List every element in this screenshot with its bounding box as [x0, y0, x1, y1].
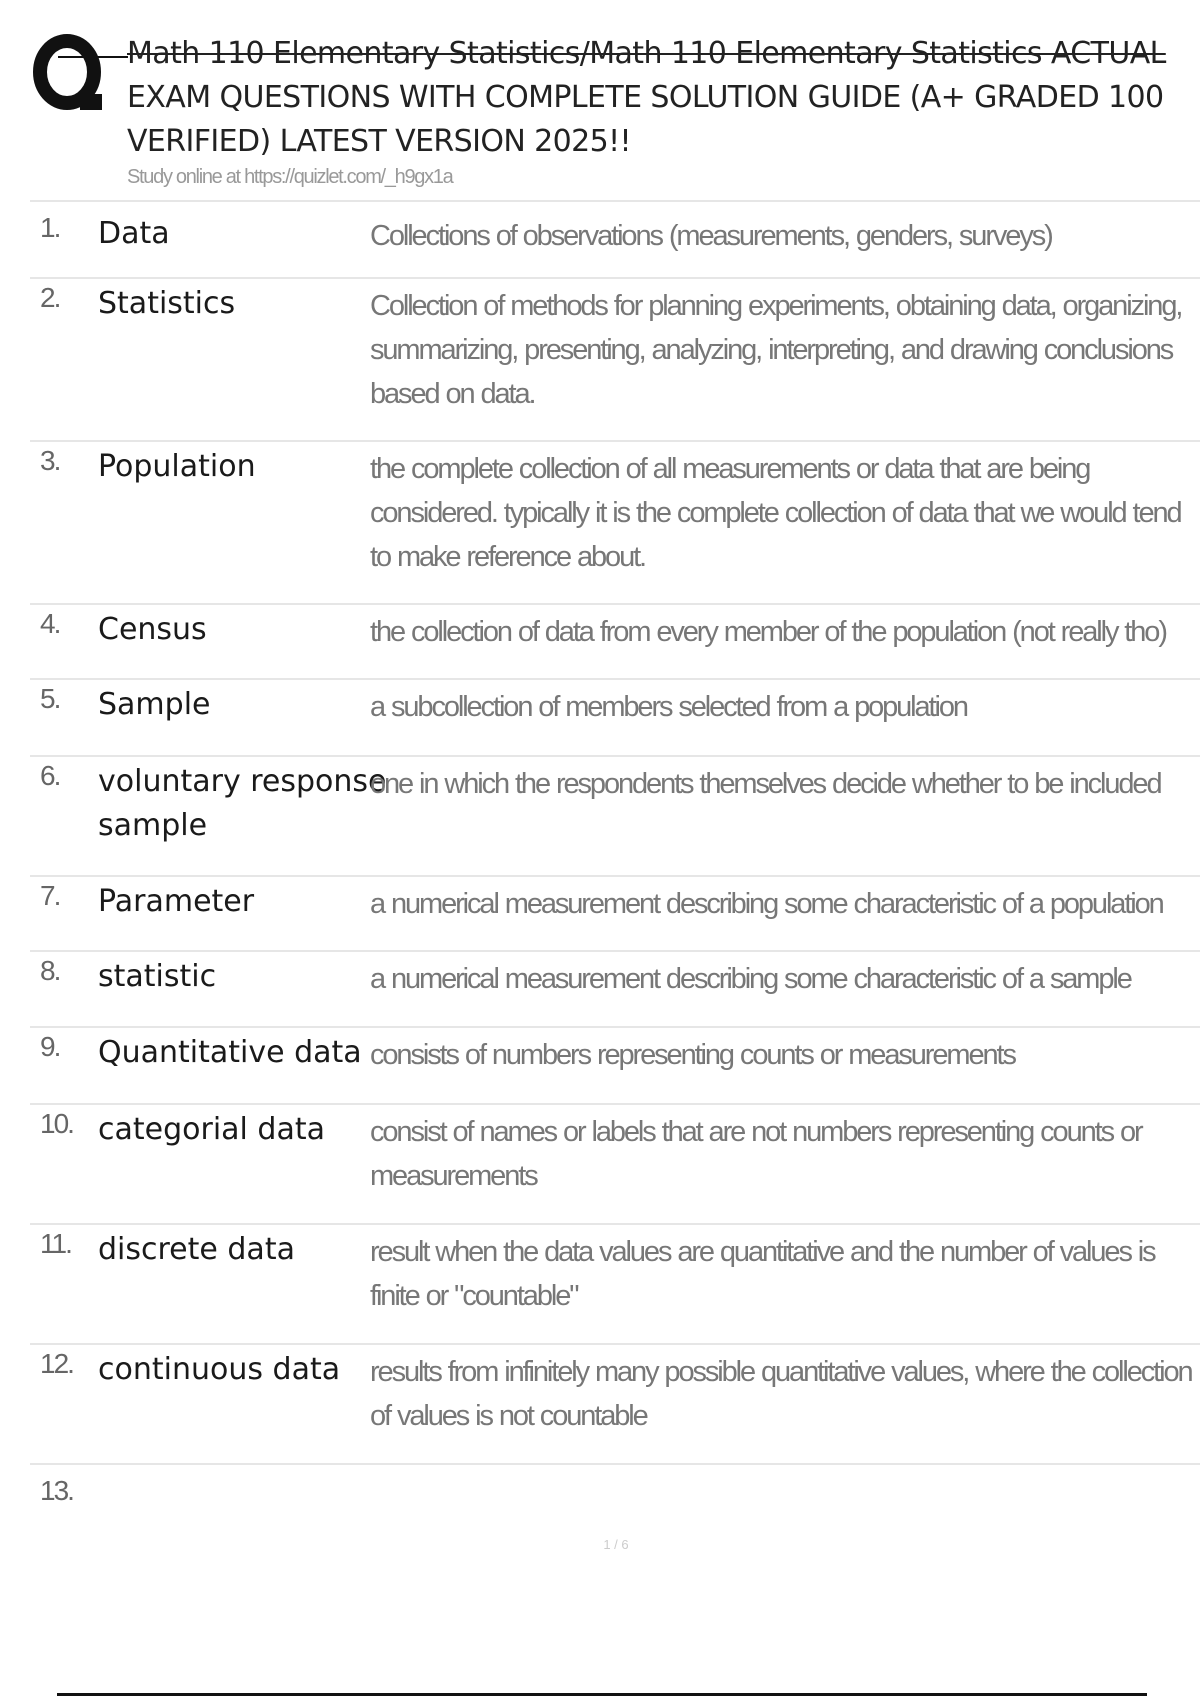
card-definition: a subcollection of members selected from… [370, 691, 969, 723]
card-definition: one in which the respondents themselves … [370, 768, 1163, 800]
title-line-2: EXAM QUESTIONS WITH COMPLETE SOLUTION GU… [127, 80, 1164, 115]
card-term: Census [98, 612, 207, 647]
card-number: 1. [40, 212, 61, 243]
row-divider [30, 678, 1200, 680]
title-line-3: VERIFIED) LATEST VERSION 2025!! [127, 124, 632, 159]
row-divider [30, 1463, 1200, 1465]
card-definition: consist of names or labels that are not … [370, 1116, 1144, 1192]
card-term: statistic [98, 959, 217, 994]
card-definition: the collection of data from every member… [370, 616, 1168, 648]
card-definition: a numerical measurement describing some … [370, 963, 1133, 995]
row-divider [30, 875, 1200, 877]
card-definition: Collections of observations (measurement… [370, 220, 1054, 252]
card-definition: Collection of methods for planning exper… [370, 290, 1183, 410]
card-number: 5. [40, 683, 61, 714]
card-number: 9. [40, 1031, 61, 1062]
card-number: 2. [40, 282, 61, 313]
card-definition: consists of numbers representing counts … [370, 1039, 1017, 1071]
card-number: 10. [40, 1108, 75, 1139]
card-term: categorial data [98, 1112, 325, 1147]
page-bottom-rule [57, 1693, 1147, 1696]
card-term: discrete data [98, 1232, 295, 1267]
row-divider [30, 1103, 1200, 1105]
card-term: Statistics [98, 286, 236, 321]
study-online-link[interactable]: Study online at https://quizlet.com/_h9g… [127, 166, 454, 188]
card-number: 8. [40, 955, 61, 986]
card-term: Sample [98, 687, 211, 722]
card-term: continuous data [98, 1352, 341, 1387]
row-divider [30, 440, 1200, 442]
card-term: voluntary re­sponse sample [98, 764, 387, 843]
card-definition: result when the data values are quantita… [370, 1236, 1157, 1312]
page-indicator: 1 / 6 [603, 1537, 629, 1552]
card-definition: a numerical measurement describing some … [370, 888, 1165, 920]
logo-strike-line [58, 56, 128, 58]
title-line-1: Math 110 Elementary Statistics/Math 110 … [127, 36, 1166, 71]
card-number: 13. [40, 1475, 75, 1506]
row-divider [30, 603, 1200, 605]
divider [30, 200, 1200, 202]
card-term: Data [98, 216, 170, 251]
card-definition: results from infinitely many possible qu… [370, 1356, 1194, 1432]
card-number: 4. [40, 608, 61, 639]
row-divider [30, 277, 1200, 279]
quizlet-logo-icon [33, 34, 102, 110]
row-divider [30, 1343, 1200, 1345]
row-divider [30, 755, 1200, 757]
card-number: 6. [40, 760, 61, 791]
card-term: Parameter [98, 884, 255, 919]
card-number: 3. [40, 445, 61, 476]
card-term: Quantitative data [98, 1035, 362, 1070]
card-number: 12. [40, 1348, 75, 1379]
row-divider [30, 1223, 1200, 1225]
row-divider [30, 950, 1200, 952]
card-number: 11. [40, 1228, 73, 1259]
card-definition: the complete collection of all measureme… [370, 453, 1183, 573]
card-term: Population [98, 449, 256, 484]
row-divider [30, 1026, 1200, 1028]
card-number: 7. [40, 880, 61, 911]
document-title: Math 110 Elementary Statistics/Math 110 … [127, 32, 1200, 164]
